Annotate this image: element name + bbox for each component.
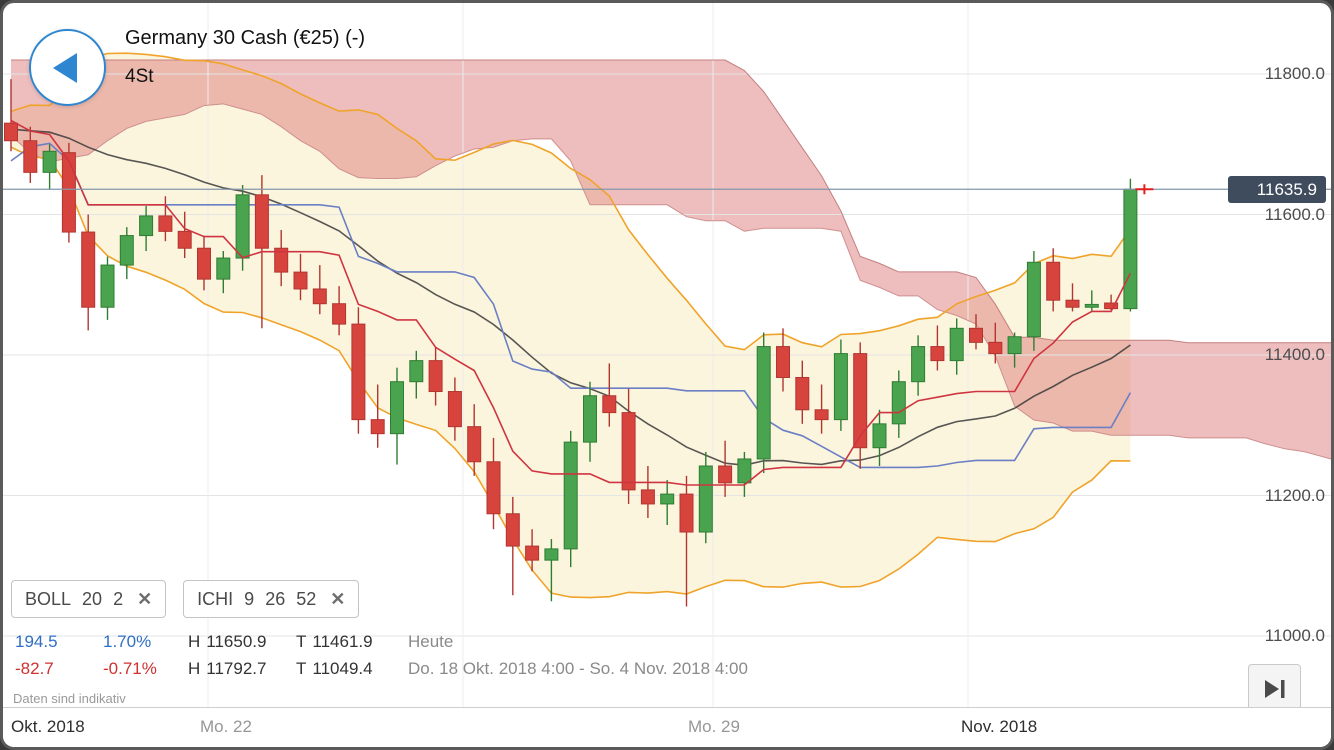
high-value: H 11792.7 <box>188 659 267 678</box>
stats-row-range: -82.7 -0.71% H 11792.7 T 11049.4 Do. 18 Okt. 2… <box>15 655 748 682</box>
stats-panel: 194.5 1.70% H 11650.9 T 11461.9 Heute -82.7 -0.… <box>15 628 748 682</box>
current-price-badge: 11635.9 <box>1228 175 1326 203</box>
time-tick: Nov. 2018 <box>961 717 1038 736</box>
price-tick: 11200.0 <box>1264 485 1325 505</box>
stats-row-today: 194.5 1.70% H 11650.9 T 11461.9 Heute <box>15 628 748 655</box>
price-tick: 11400.0 <box>1264 345 1325 364</box>
low-value: T 11049.4 <box>296 659 373 678</box>
indicator-param: 2 <box>113 588 124 609</box>
indicator-param: 52 <box>296 588 317 609</box>
price-tick: 11000.0 <box>1264 626 1325 645</box>
price-axis[interactable]: 11800.0 11600.0 11400.0 11200.0 11000.0 … <box>1211 3 1331 713</box>
indicator-param: 20 <box>82 588 103 609</box>
indicator-chip-ichi[interactable]: ICHI 9 26 52 ✕ <box>183 580 360 618</box>
indicator-param: 9 <box>244 588 255 609</box>
step-forward-icon <box>1264 679 1284 698</box>
remove-indicator-icon[interactable]: ✕ <box>330 588 346 609</box>
price-tick: 11600.0 <box>1264 204 1325 224</box>
period-label: Heute <box>408 632 454 651</box>
instrument-title: Germany 30 Cash (€25) (-) <box>125 27 366 49</box>
change-percent: 1.70% <box>103 632 152 651</box>
price-chart-canvas[interactable] <box>3 3 1334 713</box>
period-label: Do. 18 Okt. 2018 4:00 - So. 4 Nov. 2018 … <box>408 659 748 678</box>
indicator-name: BOLL <box>25 588 72 609</box>
change-value: 194.5 <box>15 632 58 651</box>
timeframe-label[interactable]: 4St <box>125 66 154 87</box>
disclaimer-text: Daten sind indikativ <box>13 691 126 706</box>
low-value: T 11461.9 <box>296 632 373 651</box>
change-value: -82.7 <box>15 659 54 678</box>
high-value: H 11650.9 <box>188 632 267 651</box>
indicator-chip-boll[interactable]: BOLL 20 2 ✕ <box>11 580 167 618</box>
change-percent: -0.71% <box>103 659 157 678</box>
remove-indicator-icon[interactable]: ✕ <box>137 588 153 609</box>
time-tick: Mo. 22 <box>200 717 252 736</box>
back-button[interactable] <box>29 29 106 106</box>
step-forward-button[interactable] <box>1248 664 1301 713</box>
price-tick: 11800.0 <box>1264 64 1325 83</box>
indicator-name: ICHI <box>197 588 234 609</box>
time-axis[interactable]: Okt. 2018 Mo. 22 Mo. 29 Nov. 2018 <box>3 707 1331 747</box>
back-arrow-icon <box>52 52 77 83</box>
time-tick: Mo. 29 <box>688 717 740 736</box>
time-tick: Okt. 2018 <box>11 717 85 736</box>
indicator-param: 26 <box>265 588 286 609</box>
indicator-chips: BOLL 20 2 ✕ ICHI 9 26 52 ✕ <box>11 580 360 618</box>
